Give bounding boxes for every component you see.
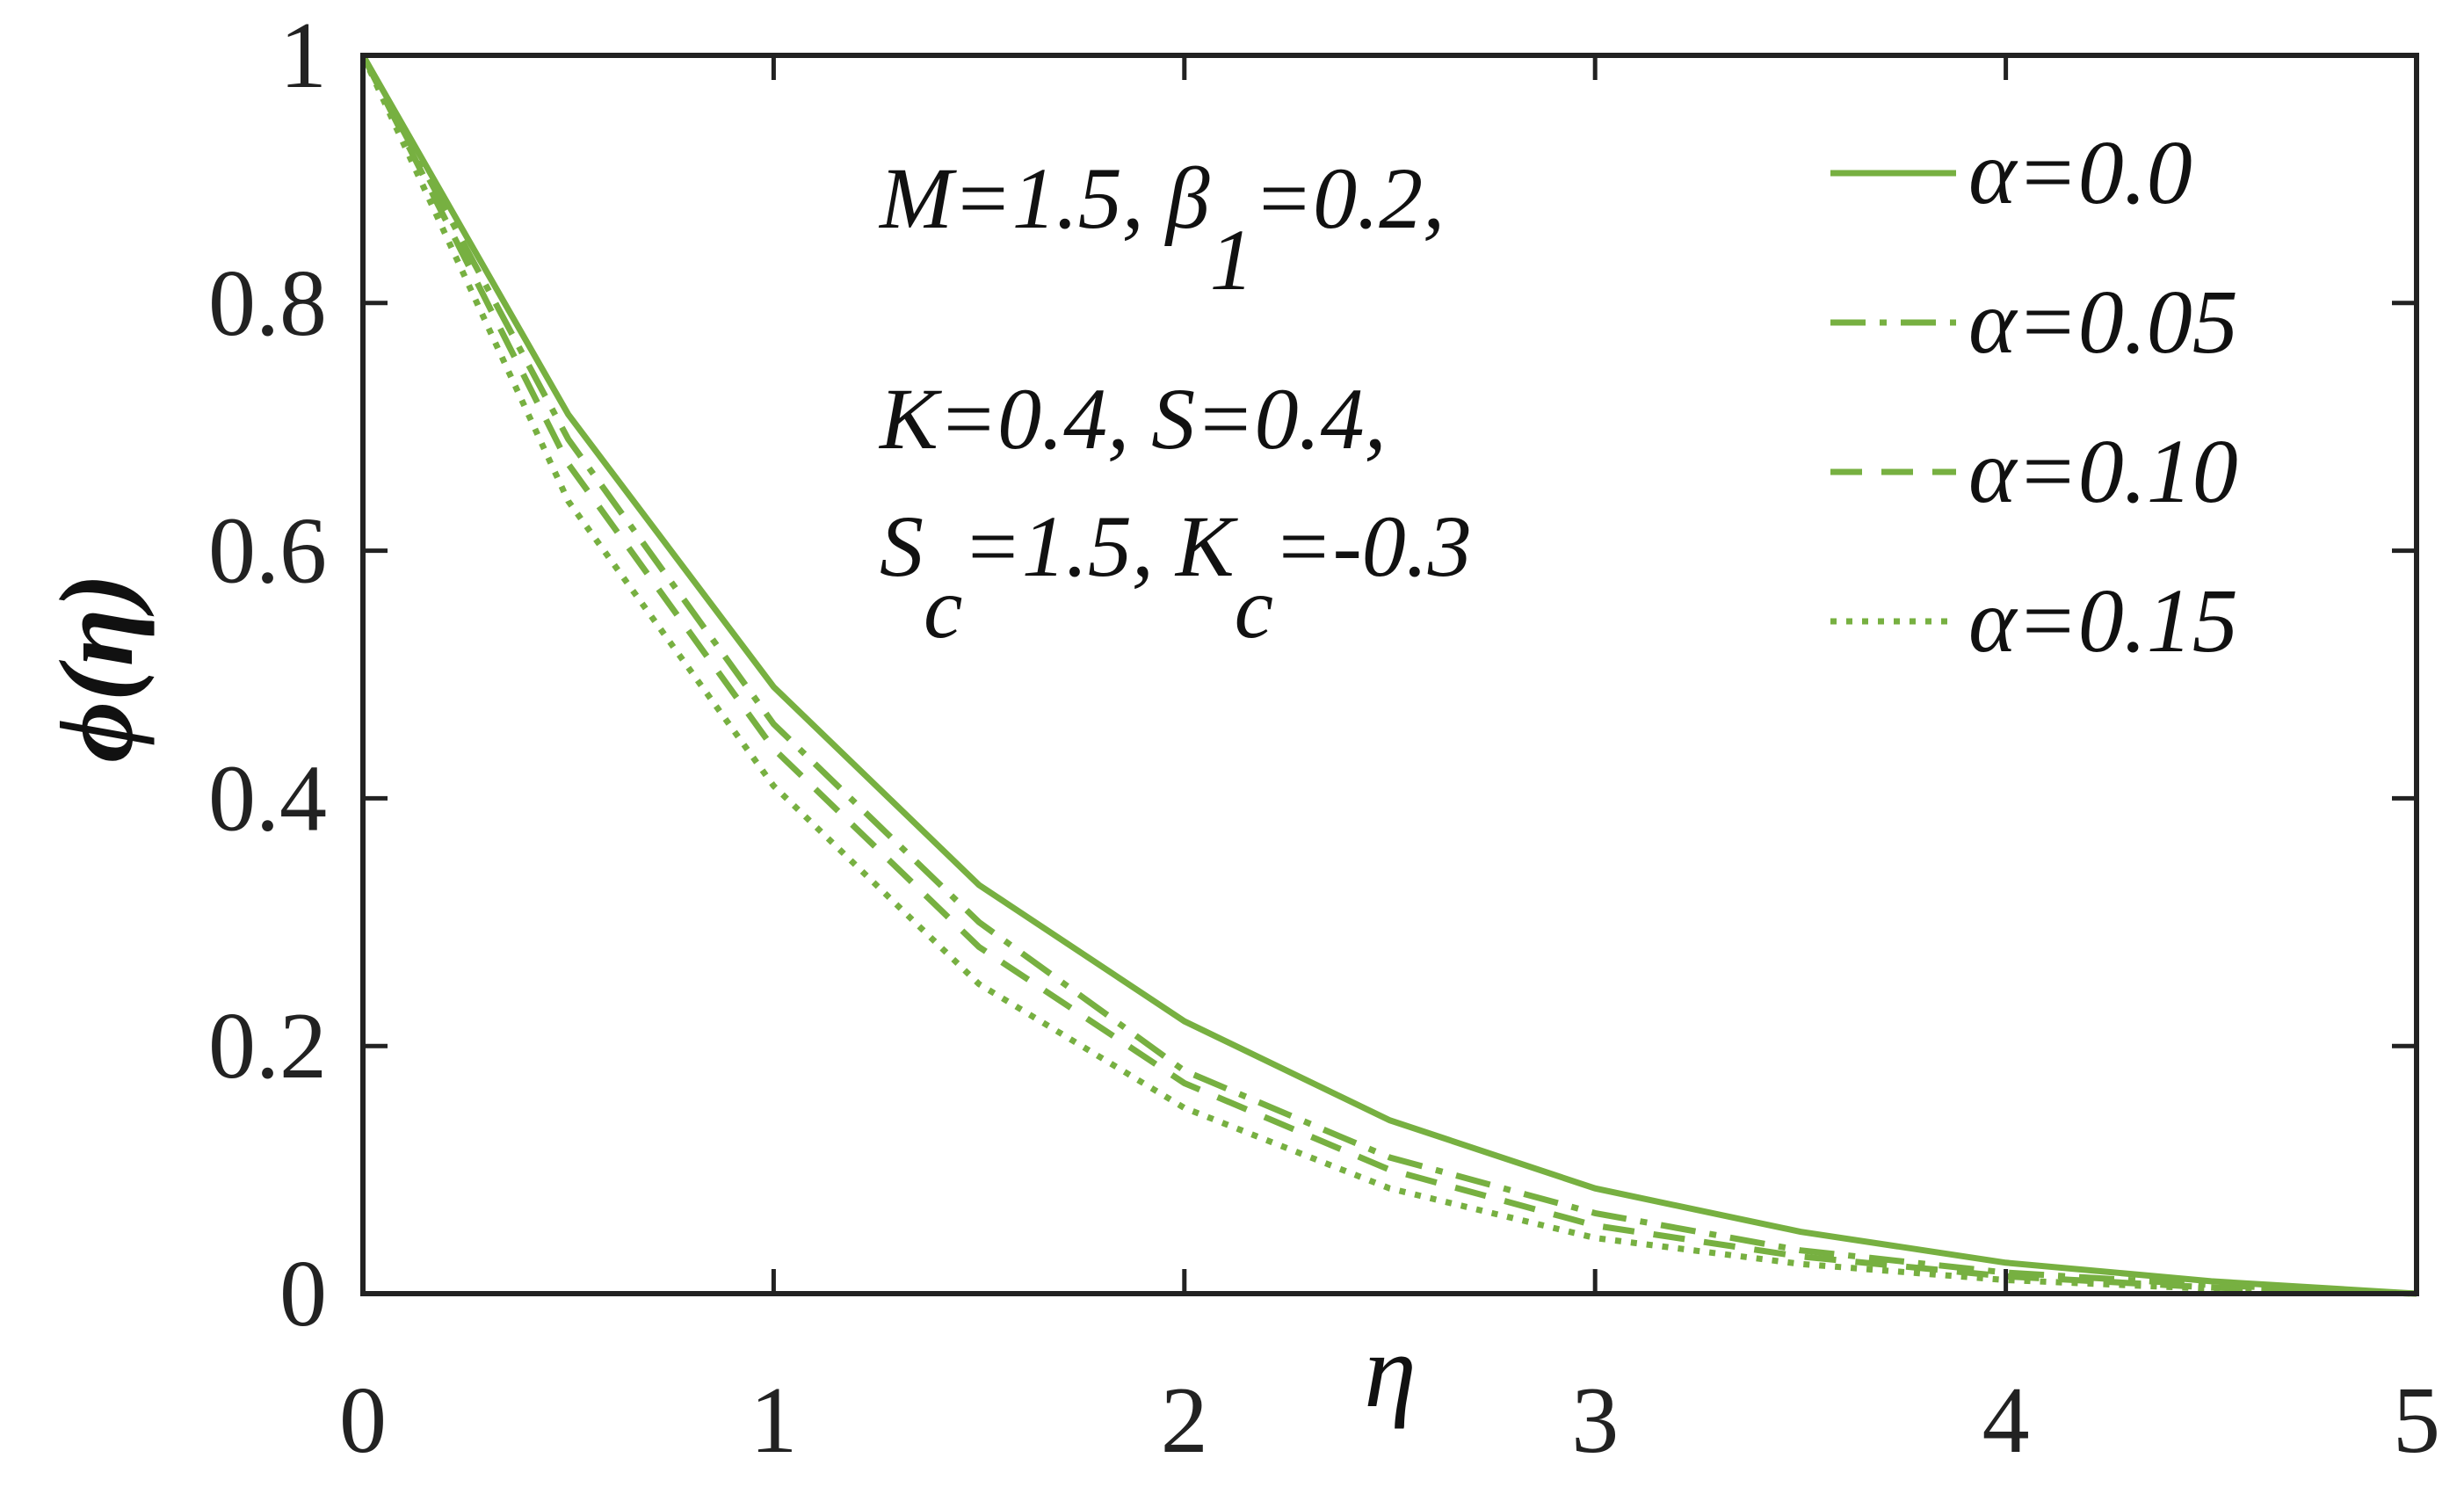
x-tick-label: 5 [2393, 1368, 2440, 1473]
legend-label: α=0.15 [1968, 570, 2238, 671]
legend-label: α=0.0 [1968, 122, 2192, 223]
y-tick-label: 1 [279, 4, 327, 108]
x-tick-label: 2 [1161, 1368, 1208, 1473]
legend-label: α=0.05 [1968, 272, 2238, 373]
x-tick-label: 3 [1571, 1368, 1619, 1473]
annotation-text: =1.5, K [962, 497, 1237, 595]
axes-box [360, 53, 2419, 1296]
x-tick-label: 0 [339, 1368, 387, 1473]
plot-area [363, 55, 2417, 1294]
y-tick-label: 0.8 [208, 251, 327, 356]
x-tick-label: 1 [750, 1368, 797, 1473]
annotation: Sc=1.5, Kc=-0.3 [880, 497, 1472, 656]
annotation-subscript: c [1235, 559, 1273, 656]
annotation-subscript: 1 [1210, 211, 1254, 308]
legend-label: α=0.10 [1968, 421, 2238, 522]
annotation: M=1.5, β1=0.2, [878, 149, 1445, 308]
data-line [359, 54, 2417, 1297]
x-tick-label: 4 [1982, 1368, 2030, 1473]
annotation-text: S [880, 497, 924, 595]
annotation-text: =-0.3 [1273, 497, 1472, 595]
annotation: K=0.4, S=0.4, [878, 370, 1387, 468]
x-axis-label: η [1364, 1312, 1417, 1429]
annotation-text: =0.2, [1254, 149, 1445, 247]
y-tick-label: 0 [279, 1242, 327, 1346]
annotation-text: K=0.4, S=0.4, [878, 370, 1387, 468]
y-tick-label: 0.6 [208, 499, 327, 604]
y-tick-label: 0.4 [208, 746, 327, 851]
annotation-text: M=1.5, β [878, 149, 1210, 247]
annotation-subscript: c [924, 559, 962, 656]
y-axis-label: ϕ(η) [38, 573, 155, 762]
data-line [359, 54, 2417, 1297]
data-line [359, 54, 2417, 1297]
y-tick-label: 0.2 [208, 994, 327, 1099]
